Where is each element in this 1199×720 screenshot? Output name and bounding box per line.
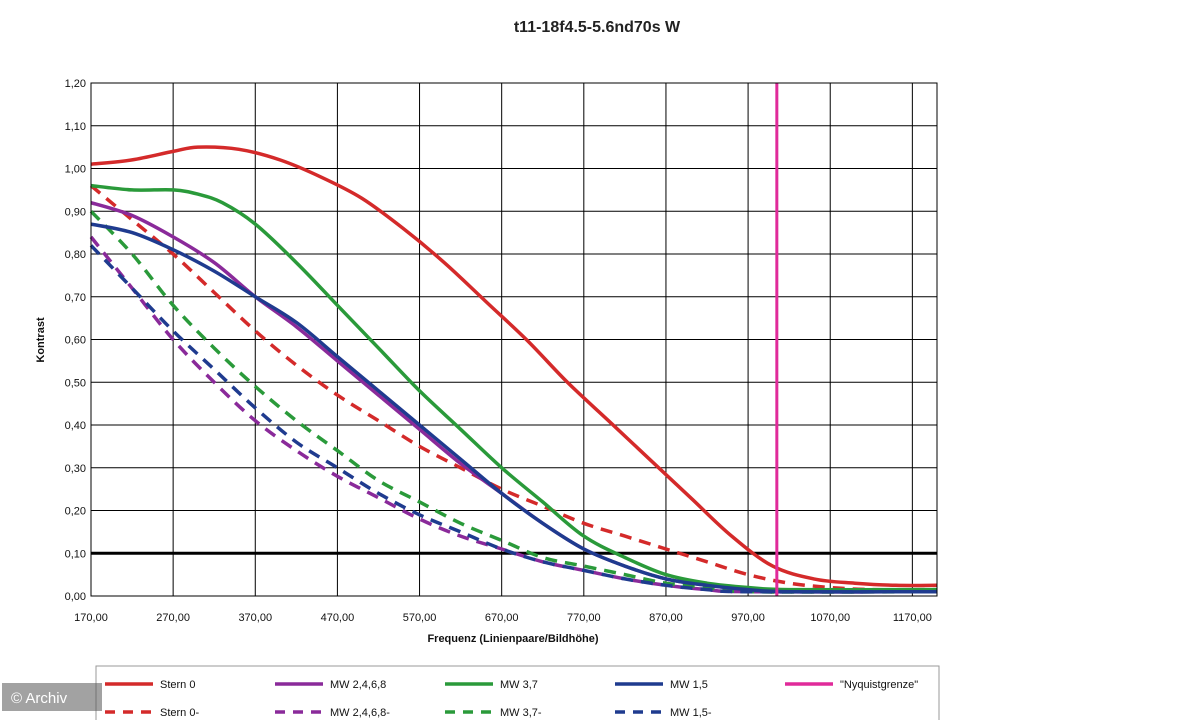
y-tick-label: 0,70 (65, 292, 86, 304)
x-tick-label: 770,00 (567, 612, 601, 624)
legend-label-5: MW 3,7- (500, 707, 542, 719)
legend-label-4: MW 3,7 (500, 679, 538, 691)
y-tick-label: 0,00 (65, 591, 86, 603)
series-line-1 (89, 184, 938, 592)
x-tick-label: 870,00 (649, 612, 683, 624)
series-line-5 (89, 210, 938, 594)
y-axis-label: Kontrast (35, 317, 47, 363)
gridlines (90, 82, 937, 597)
legend: Stern 0 MW 2,4,6,8 MW 3,7 MW 1,5 "Nyquistgre… (105, 679, 918, 719)
chart-title: t11-18f4.5-5.6nd70s W (514, 19, 681, 36)
series-line-2 (90, 201, 938, 594)
x-tick-label: 1170,00 (893, 612, 932, 624)
legend-label-7: MW 1,5- (670, 707, 712, 719)
legend-label-6: MW 1,5 (670, 679, 708, 691)
y-tick-label: 0,30 (65, 463, 86, 475)
y-tick-label: 0,20 (65, 506, 86, 518)
legend-label-2: MW 2,4,6,8 (330, 679, 386, 691)
series-line-0 (90, 145, 938, 588)
x-tick-label: 670,00 (485, 612, 519, 624)
x-tick-label: 1070,00 (810, 612, 850, 624)
watermark: © Archiv (2, 683, 102, 711)
legend-label-0: Stern 0 (160, 679, 195, 691)
y-tick-labels: 0,00 0,10 0,20 0,30 0,40 0,50 0,60 0,70 0,80 0,90… (65, 78, 86, 603)
x-tick-label: 470,00 (321, 612, 355, 624)
watermark-text: © Archiv (11, 690, 68, 707)
x-tick-label: 270,00 (156, 612, 190, 624)
x-tick-label: 970,00 (731, 612, 765, 624)
series-line-6 (90, 222, 938, 594)
x-tick-label: 170,00 (74, 612, 108, 624)
x-tick-labels: 170,00 270,00 370,00 470,00 570,00 670,00 770,… (74, 612, 932, 624)
x-axis-label: Frequenz (Linienpaare/Bildhöhe) (427, 633, 598, 645)
series-line-4 (90, 183, 938, 592)
y-tick-label: 0,10 (65, 548, 86, 560)
legend-label-1: Stern 0- (160, 707, 199, 719)
series-layer (89, 83, 938, 596)
legend-box (95, 665, 940, 720)
y-tick-label: 0,50 (65, 377, 86, 389)
plot-frame (90, 82, 938, 597)
series-line-7 (89, 244, 938, 594)
y-tick-label: 0,90 (65, 206, 86, 218)
y-tick-label: 1,10 (65, 121, 86, 133)
x-tick-label: 570,00 (403, 612, 437, 624)
y-tick-label: 0,60 (65, 335, 86, 347)
y-tick-label: 1,00 (65, 164, 86, 176)
y-tick-label: 0,40 (65, 420, 86, 432)
series-line-3 (89, 235, 938, 594)
legend-label-3: MW 2,4,6,8- (330, 707, 390, 719)
legend-label-8: "Nyquistgrenze" (840, 679, 918, 691)
y-tick-label: 1,20 (65, 78, 86, 90)
x-tick-label: 370,00 (238, 612, 272, 624)
y-tick-label: 0,80 (65, 249, 86, 261)
